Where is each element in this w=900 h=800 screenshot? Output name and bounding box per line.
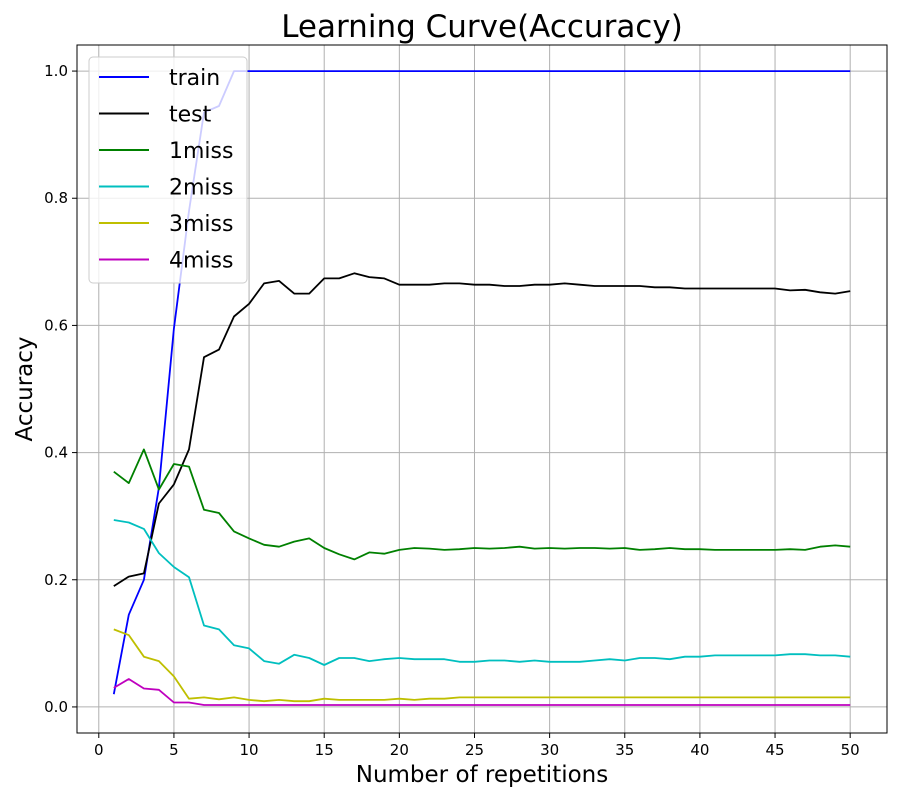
legend-label-1miss: 1miss bbox=[169, 139, 233, 164]
axis-ticks: 0 5 10 15 20 25 30 35 40 45 50 0.0 0.2 0.4 0.6 0.8 1.0 bbox=[44, 62, 860, 759]
y-tick-label: 0.6 bbox=[44, 316, 68, 334]
x-tick-label: 25 bbox=[465, 741, 484, 759]
x-tick-label: 15 bbox=[315, 741, 334, 759]
y-tick-label: 1.0 bbox=[44, 62, 68, 80]
legend-label-train: train bbox=[169, 66, 220, 91]
series-line-3miss bbox=[113, 628, 851, 703]
y-tick-label: 0.8 bbox=[44, 189, 68, 207]
x-tick-label: 40 bbox=[690, 741, 709, 759]
legend-label-test: test bbox=[169, 103, 212, 128]
legend-label-4miss: 4miss bbox=[169, 249, 233, 274]
y-tick-label: 0.0 bbox=[44, 698, 68, 716]
y-tick-label: 0.4 bbox=[44, 444, 68, 462]
x-tick-label: 5 bbox=[169, 741, 179, 759]
x-tick-label: 30 bbox=[540, 741, 559, 759]
x-tick-label: 10 bbox=[240, 741, 259, 759]
chart-title: Learning Curve(Accuracy) bbox=[281, 9, 683, 45]
legend: train test 1miss 2miss 3miss 4miss bbox=[88, 56, 248, 284]
x-tick-label: 35 bbox=[615, 741, 634, 759]
y-axis-label: Accuracy bbox=[12, 336, 38, 441]
x-tick-label: 45 bbox=[765, 741, 784, 759]
x-tick-label: 50 bbox=[841, 741, 860, 759]
y-tick-label: 0.2 bbox=[44, 571, 68, 589]
series-line-test bbox=[113, 272, 851, 587]
series-line-4miss bbox=[113, 678, 851, 706]
x-tick-label: 20 bbox=[390, 741, 409, 759]
axes-frame bbox=[76, 44, 888, 734]
grid bbox=[77, 45, 887, 733]
legend-label-3miss: 3miss bbox=[169, 212, 233, 237]
x-tick-label: 0 bbox=[94, 741, 104, 759]
series-line-1miss bbox=[113, 448, 851, 561]
series-line-2miss bbox=[113, 519, 851, 666]
legend-label-2miss: 2miss bbox=[169, 176, 233, 201]
x-axis-label: Number of repetitions bbox=[356, 762, 608, 788]
